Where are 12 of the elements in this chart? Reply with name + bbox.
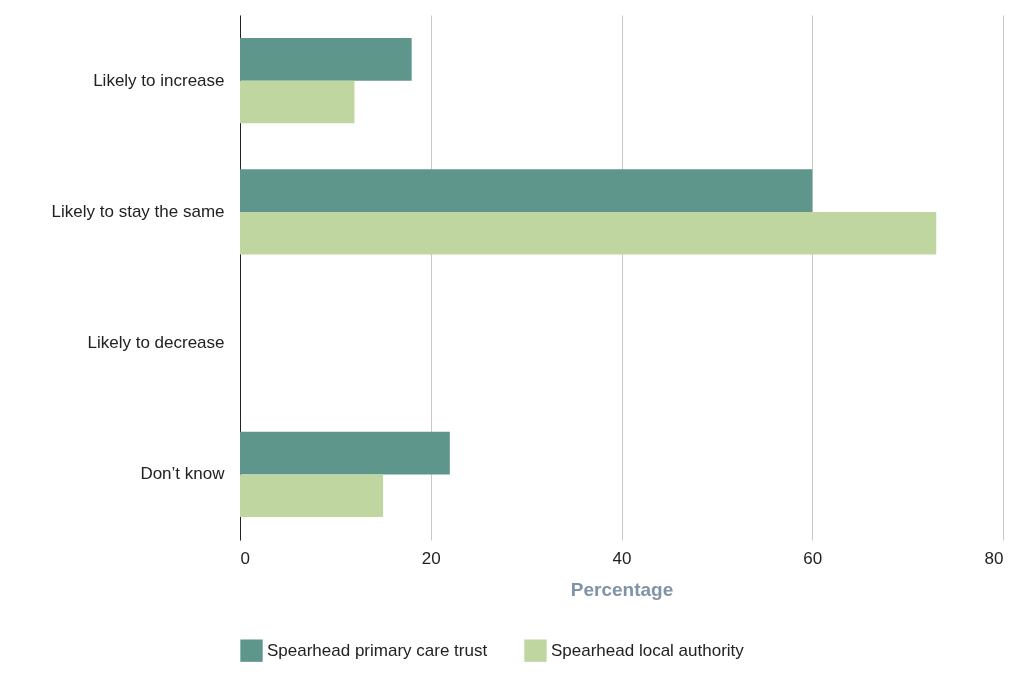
legend-label: Spearhead primary care trust	[267, 640, 488, 660]
x-tick-label: 60	[803, 548, 823, 568]
x-tick-label: 0	[240, 548, 250, 568]
y-tick-label: Don’t know	[140, 464, 226, 484]
y-tick-label: Likely to decrease	[87, 333, 225, 353]
x-tick-label: 80	[984, 548, 1004, 568]
x-axis-title: Percentage	[570, 578, 674, 600]
y-tick-label: Likely to increase	[93, 70, 225, 90]
x-tick-label: 20	[421, 548, 441, 568]
x-tick-label: 40	[612, 548, 632, 568]
legend-label: Spearhead local authority	[551, 640, 745, 660]
y-tick-label: Likely to stay the same	[51, 201, 225, 221]
